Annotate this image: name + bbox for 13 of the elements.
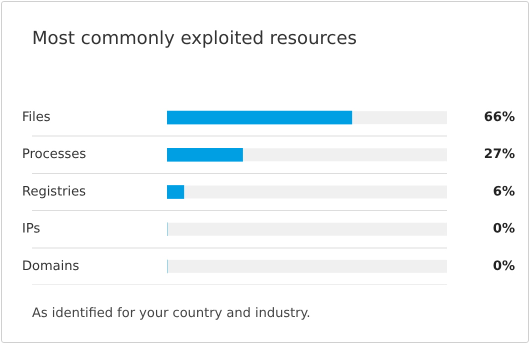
bar [167, 185, 184, 199]
data-label: 0% [492, 258, 515, 274]
y-tick-label: Registries [22, 184, 86, 200]
y-tick-label: Domains [22, 258, 80, 274]
data-label: 27% [484, 147, 515, 162]
y-tick-label: IPs [22, 222, 40, 237]
y-tick-label: Files [22, 110, 51, 125]
data-label: 66% [484, 110, 515, 125]
text: As identified for your country and industry. [32, 306, 311, 321]
data-label: 6% [492, 184, 515, 200]
y-tick-label: Processes [22, 147, 86, 162]
data-label: 0% [492, 222, 515, 237]
chart-title: Most commonly exploited resources [32, 28, 357, 49]
